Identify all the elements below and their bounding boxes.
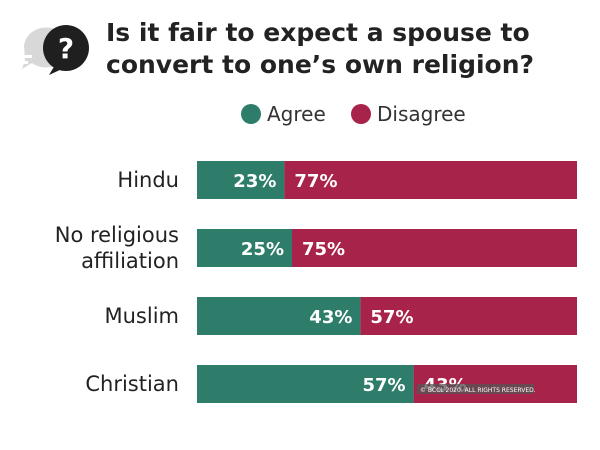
chart-title-line-1: Is it fair to expect a spouse to <box>106 18 530 47</box>
bar-disagree-muslim <box>360 297 577 335</box>
legend-label-disagree: Disagree <box>377 102 466 126</box>
category-label-no-religious-affiliation: No religious affiliation <box>55 223 179 273</box>
copyright-text: © BCCL 2020. ALL RIGHTS RESERVED. <box>420 387 536 394</box>
legend: Agree Disagree <box>241 102 466 126</box>
chart-title-line-2: convert to one’s own religion? <box>106 50 534 79</box>
category-label-hindu: Hindu <box>117 168 179 192</box>
legend-swatch-disagree <box>351 104 371 124</box>
value-label-agree-muslim: 43% <box>309 307 352 328</box>
bar-agree-christian <box>197 365 414 403</box>
question-bubble-icon: ? <box>18 25 89 75</box>
category-label-christian: Christian <box>85 372 179 396</box>
category-label-muslim: Muslim <box>105 304 180 328</box>
copyright-watermark: © BCCL 2020. ALL RIGHTS RESERVED. <box>417 384 536 394</box>
svg-text:?: ? <box>58 32 74 65</box>
value-label-agree-hindu: 23% <box>233 171 276 192</box>
bars: Hindu 23% 77% No religious affiliation 25% 75%… <box>55 161 577 403</box>
chart-title: Is it fair to expect a spouse to convert… <box>106 18 538 79</box>
bar-disagree-hindu <box>284 161 577 199</box>
bar-agree-hindu <box>197 161 285 199</box>
value-label-agree-christian: 57% <box>363 375 406 396</box>
legend-swatch-agree <box>241 104 261 124</box>
bar-agree-muslim <box>197 297 361 335</box>
value-label-agree-no-religious-affiliation: 25% <box>241 239 284 260</box>
value-label-disagree-no-religious-affiliation: 75% <box>302 239 345 260</box>
bar-agree-no-religious-affiliation <box>197 229 292 267</box>
value-label-disagree-muslim: 57% <box>370 307 413 328</box>
value-label-disagree-hindu: 77% <box>294 171 337 192</box>
bar-disagree-no-religious-affiliation <box>292 229 577 267</box>
legend-label-agree: Agree <box>267 102 326 126</box>
